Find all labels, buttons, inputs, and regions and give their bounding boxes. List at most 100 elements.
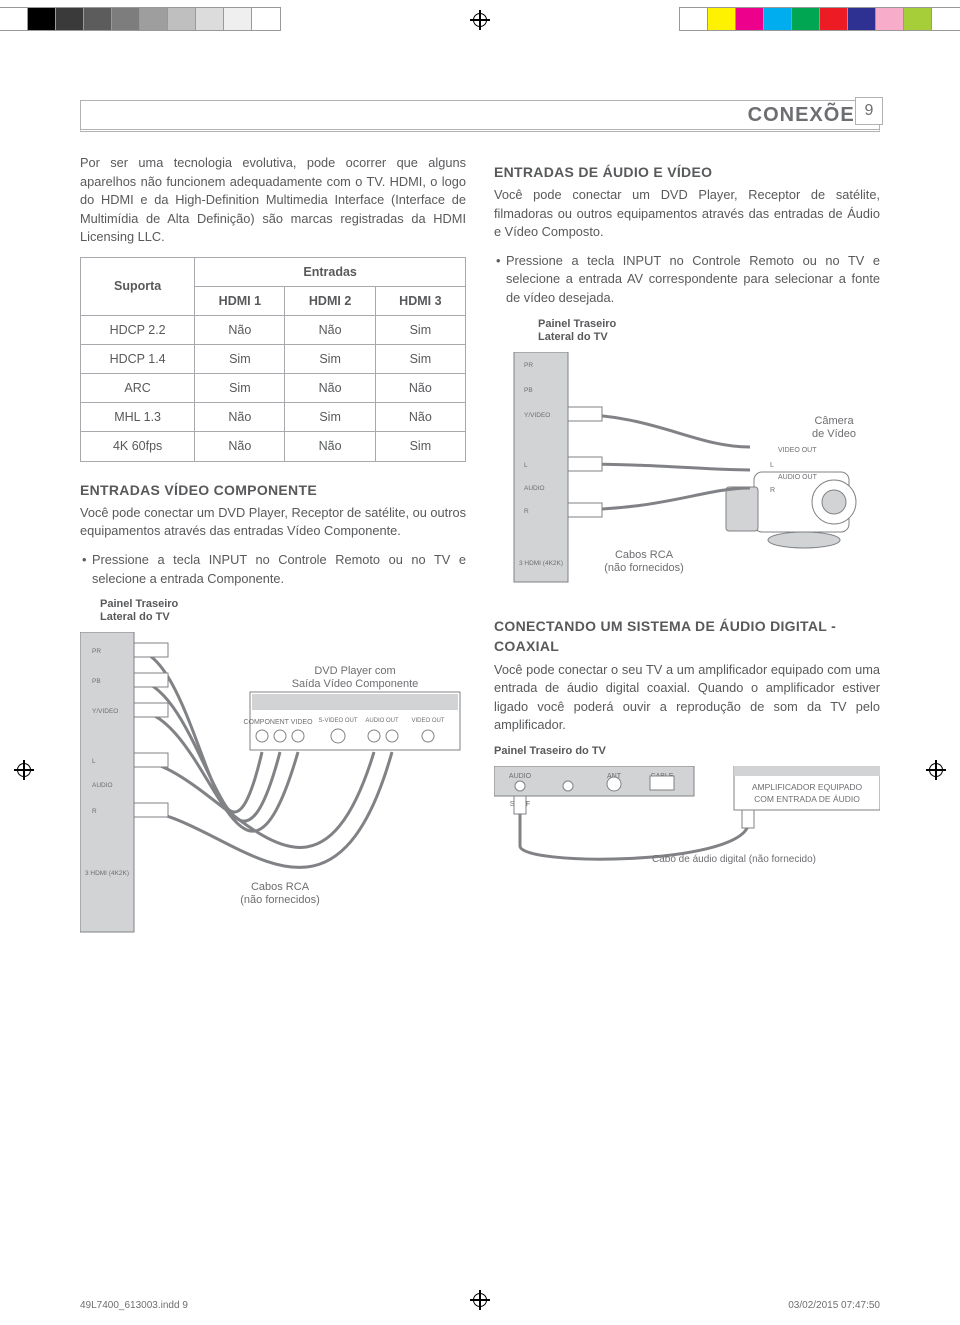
componente-bullet: Pressione a tecla INPUT no Controle Remo… [80, 551, 466, 588]
table-cell: Não [195, 315, 285, 344]
table-cell: Sim [375, 432, 465, 461]
svg-text:Cabo de áudio digital (não for: Cabo de áudio digital (não fornecido) [652, 854, 816, 865]
color-swatch [932, 8, 960, 30]
footer-filename: 49L7400_613003.indd 9 [80, 1300, 188, 1311]
svg-text:R: R [524, 508, 529, 515]
svg-text:L: L [92, 758, 96, 765]
componente-panel-label: Painel Traseiro Lateral do TV [100, 598, 466, 624]
coax-device-1: AMPLIFICADOR EQUIPADO [752, 782, 863, 792]
svg-text:VIDEO OUT: VIDEO OUT [778, 447, 817, 454]
coax-diagram: AUDIO ANT CABLE SPDIF AMPLIFICADOR EQUIP… [494, 766, 880, 896]
table-corner: Suporta [81, 257, 195, 315]
av-panel-label: Painel Traseiro Lateral do TV [538, 318, 880, 344]
color-swatch [0, 8, 28, 30]
color-swatch [736, 8, 764, 30]
svg-text:S-VIDEO OUT: S-VIDEO OUT [318, 718, 357, 724]
table-row-label: 4K 60fps [81, 432, 195, 461]
color-swatch [140, 8, 168, 30]
color-swatch [876, 8, 904, 30]
svg-text:COMPONENT VIDEO: COMPONENT VIDEO [243, 719, 313, 726]
table-cell: Não [375, 374, 465, 403]
page-number-badge: 9 [855, 97, 883, 125]
color-swatch [224, 8, 252, 30]
svg-text:AUDIO OUT: AUDIO OUT [365, 718, 399, 724]
section-title-bar: CONEXÕES 9 [80, 100, 880, 132]
table-cell: Não [285, 432, 375, 461]
color-swatch [708, 8, 736, 30]
svg-text:AUDIO: AUDIO [524, 485, 545, 492]
page-content: CONEXÕES 9 Por ser uma tecnologia evolut… [80, 100, 880, 986]
svg-text:AUDIO: AUDIO [92, 782, 113, 789]
color-swatch [196, 8, 224, 30]
left-column: Por ser uma tecnologia evolutiva, pode o… [80, 154, 466, 986]
svg-text:AUDIO: AUDIO [509, 773, 532, 780]
hdmi-support-table: Suporta Entradas HDMI 1HDMI 2HDMI 3 HDCP… [80, 257, 466, 462]
table-cell: Sim [195, 374, 285, 403]
table-cell: Sim [195, 345, 285, 374]
table-cell: Sim [375, 345, 465, 374]
table-row: 4K 60fpsNãoNãoSim [81, 432, 466, 461]
av-body: Você pode conectar um DVD Player, Recept… [494, 186, 880, 242]
av-diagram: PRPBY/VIDEOLAUDIOR3 HDMI (4K2K) Câmera d… [494, 352, 880, 602]
svg-text:PR: PR [524, 362, 533, 369]
svg-text:PB: PB [92, 678, 101, 685]
registration-mark-left [14, 760, 34, 780]
page-number: 9 [865, 102, 874, 120]
componente-body: Você pode conectar um DVD Player, Recept… [80, 504, 466, 541]
color-swatch [904, 8, 932, 30]
table-cell: Sim [285, 345, 375, 374]
dvd-label-2: Saída Vídeo Componente [292, 678, 419, 690]
color-swatch [168, 8, 196, 30]
svg-text:PB: PB [524, 387, 533, 394]
table-row: ARCSimNãoNão [81, 374, 466, 403]
svg-text:R: R [770, 487, 775, 494]
svg-text:PR: PR [92, 648, 101, 655]
table-group-header: Entradas [195, 257, 466, 286]
color-swatch [84, 8, 112, 30]
av-device-1: Câmera [814, 415, 854, 427]
svg-text:R: R [92, 808, 97, 815]
table-cell: Não [195, 403, 285, 432]
registration-mark-right [926, 760, 946, 780]
footer-timestamp: 03/02/2015 07:47:50 [788, 1300, 880, 1311]
svg-text:L: L [524, 462, 528, 469]
svg-text:Y/VIDEO: Y/VIDEO [92, 708, 118, 715]
componente-heading: ENTRADAS VÍDEO COMPONENTE [80, 480, 466, 500]
table-cell: Sim [375, 315, 465, 344]
componente-cable-1: Cabos RCA [251, 881, 310, 893]
svg-text:AUDIO OUT: AUDIO OUT [778, 474, 818, 481]
table-row: HDCP 2.2NãoNãoSim [81, 315, 466, 344]
coax-body: Você pode conectar o seu TV a um amplifi… [494, 661, 880, 735]
table-cell: Não [375, 403, 465, 432]
dvd-label-1: DVD Player com [314, 665, 395, 677]
section-title: CONEXÕES [748, 104, 869, 127]
table-row-label: HDCP 1.4 [81, 345, 195, 374]
svg-text:3 HDMI (4K2K): 3 HDMI (4K2K) [519, 560, 563, 567]
right-column: ENTRADAS DE ÁUDIO E VÍDEO Você pode cone… [494, 154, 880, 986]
table-row: HDCP 1.4SimSimSim [81, 345, 466, 374]
registration-mark-top [470, 10, 490, 30]
componente-diagram: PRPBY/VIDEOLAUDIOR3 HDMI (4K2K) COMPONEN… [80, 632, 466, 972]
color-swatch [792, 8, 820, 30]
intro-paragraph: Por ser uma tecnologia evolutiva, pode o… [80, 154, 466, 247]
av-device-2: de Vídeo [812, 428, 856, 440]
color-swatch [680, 8, 708, 30]
av-bullet: Pressione a tecla INPUT no Controle Remo… [494, 252, 880, 308]
table-column-header: HDMI 2 [285, 286, 375, 315]
color-swatch [112, 8, 140, 30]
color-swatch [848, 8, 876, 30]
color-swatch [56, 8, 84, 30]
color-swatch [252, 8, 280, 30]
av-cable-1: Cabos RCA [615, 549, 674, 561]
table-cell: Não [285, 315, 375, 344]
table-column-header: HDMI 3 [375, 286, 465, 315]
color-swatch [764, 8, 792, 30]
page-footer: 49L7400_613003.indd 9 03/02/2015 07:47:5… [80, 1300, 880, 1311]
table-cell: Não [285, 374, 375, 403]
coax-device-2: COM ENTRADA DE ÁUDIO [754, 794, 860, 804]
table-cell: Não [195, 432, 285, 461]
table-row-label: ARC [81, 374, 195, 403]
av-cable-2: (não fornecidos) [604, 562, 684, 574]
table-row-label: MHL 1.3 [81, 403, 195, 432]
table-cell: Sim [285, 403, 375, 432]
